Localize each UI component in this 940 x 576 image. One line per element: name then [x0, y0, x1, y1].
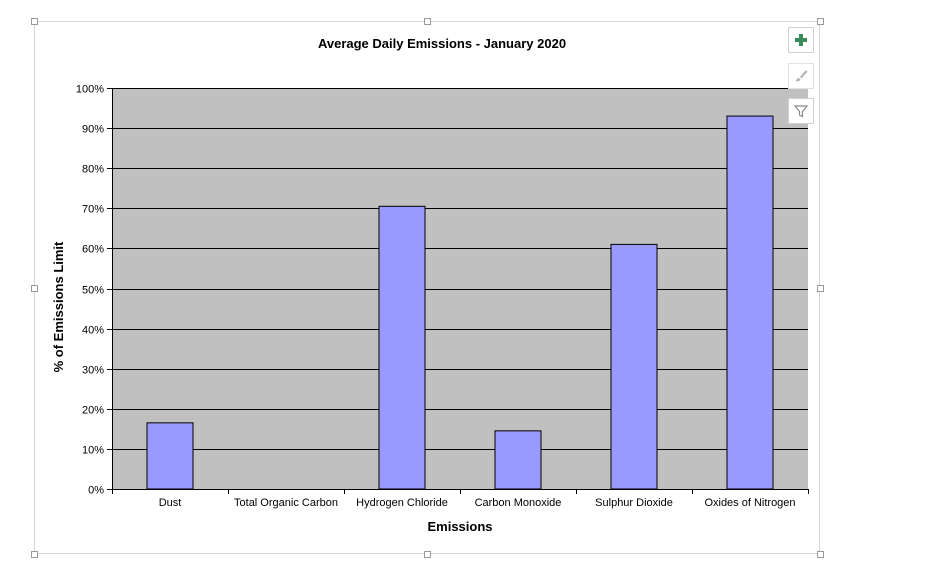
bar: [494, 430, 542, 490]
y-tick-label: 20%: [82, 405, 104, 417]
y-tick-label: 0%: [88, 485, 104, 497]
filter-icon: [793, 105, 809, 118]
bar: [726, 115, 774, 490]
resize-handle-top-right[interactable]: [817, 18, 824, 25]
x-tick-label: Dust: [159, 497, 182, 509]
plus-icon: [795, 34, 807, 46]
chart-styles-button[interactable]: [788, 63, 814, 89]
x-tick-label: Hydrogen Chloride: [356, 497, 448, 509]
chart-title: Average Daily Emissions - January 2020: [318, 36, 566, 51]
resize-handle-bottom[interactable]: [424, 551, 431, 558]
y-tick-label: 100%: [76, 84, 104, 96]
brush-icon: [796, 70, 808, 82]
chart-elements-button[interactable]: [788, 27, 814, 53]
resize-handle-right[interactable]: [817, 285, 824, 292]
plot-area: [112, 88, 808, 489]
bar: [378, 205, 426, 490]
x-axis-title: Emissions: [427, 519, 492, 534]
y-tick-label: 30%: [82, 365, 104, 377]
y-tick-label: 40%: [82, 325, 104, 337]
chart-filters-button[interactable]: [788, 98, 814, 124]
resize-handle-bottom-right[interactable]: [817, 551, 824, 558]
x-tick-label: Sulphur Dioxide: [595, 497, 673, 509]
y-axis-title: % of Emissions Limit: [51, 241, 66, 372]
y-tick-label: 70%: [82, 204, 104, 216]
y-tick-label: 90%: [82, 124, 104, 136]
x-tick-label: Oxides of Nitrogen: [704, 497, 795, 509]
bar: [610, 243, 658, 490]
x-tick-label: Carbon Monoxide: [475, 497, 562, 509]
resize-handle-left[interactable]: [31, 285, 38, 292]
resize-handle-bottom-left[interactable]: [31, 551, 38, 558]
bar: [146, 422, 194, 490]
resize-handle-top-left[interactable]: [31, 18, 38, 25]
x-tick-label: Total Organic Carbon: [234, 497, 338, 509]
y-tick-label: 60%: [82, 244, 104, 256]
y-tick-label: 10%: [82, 445, 104, 457]
y-tick-label: 50%: [82, 285, 104, 297]
resize-handle-top[interactable]: [424, 18, 431, 25]
y-tick-label: 80%: [82, 164, 104, 176]
